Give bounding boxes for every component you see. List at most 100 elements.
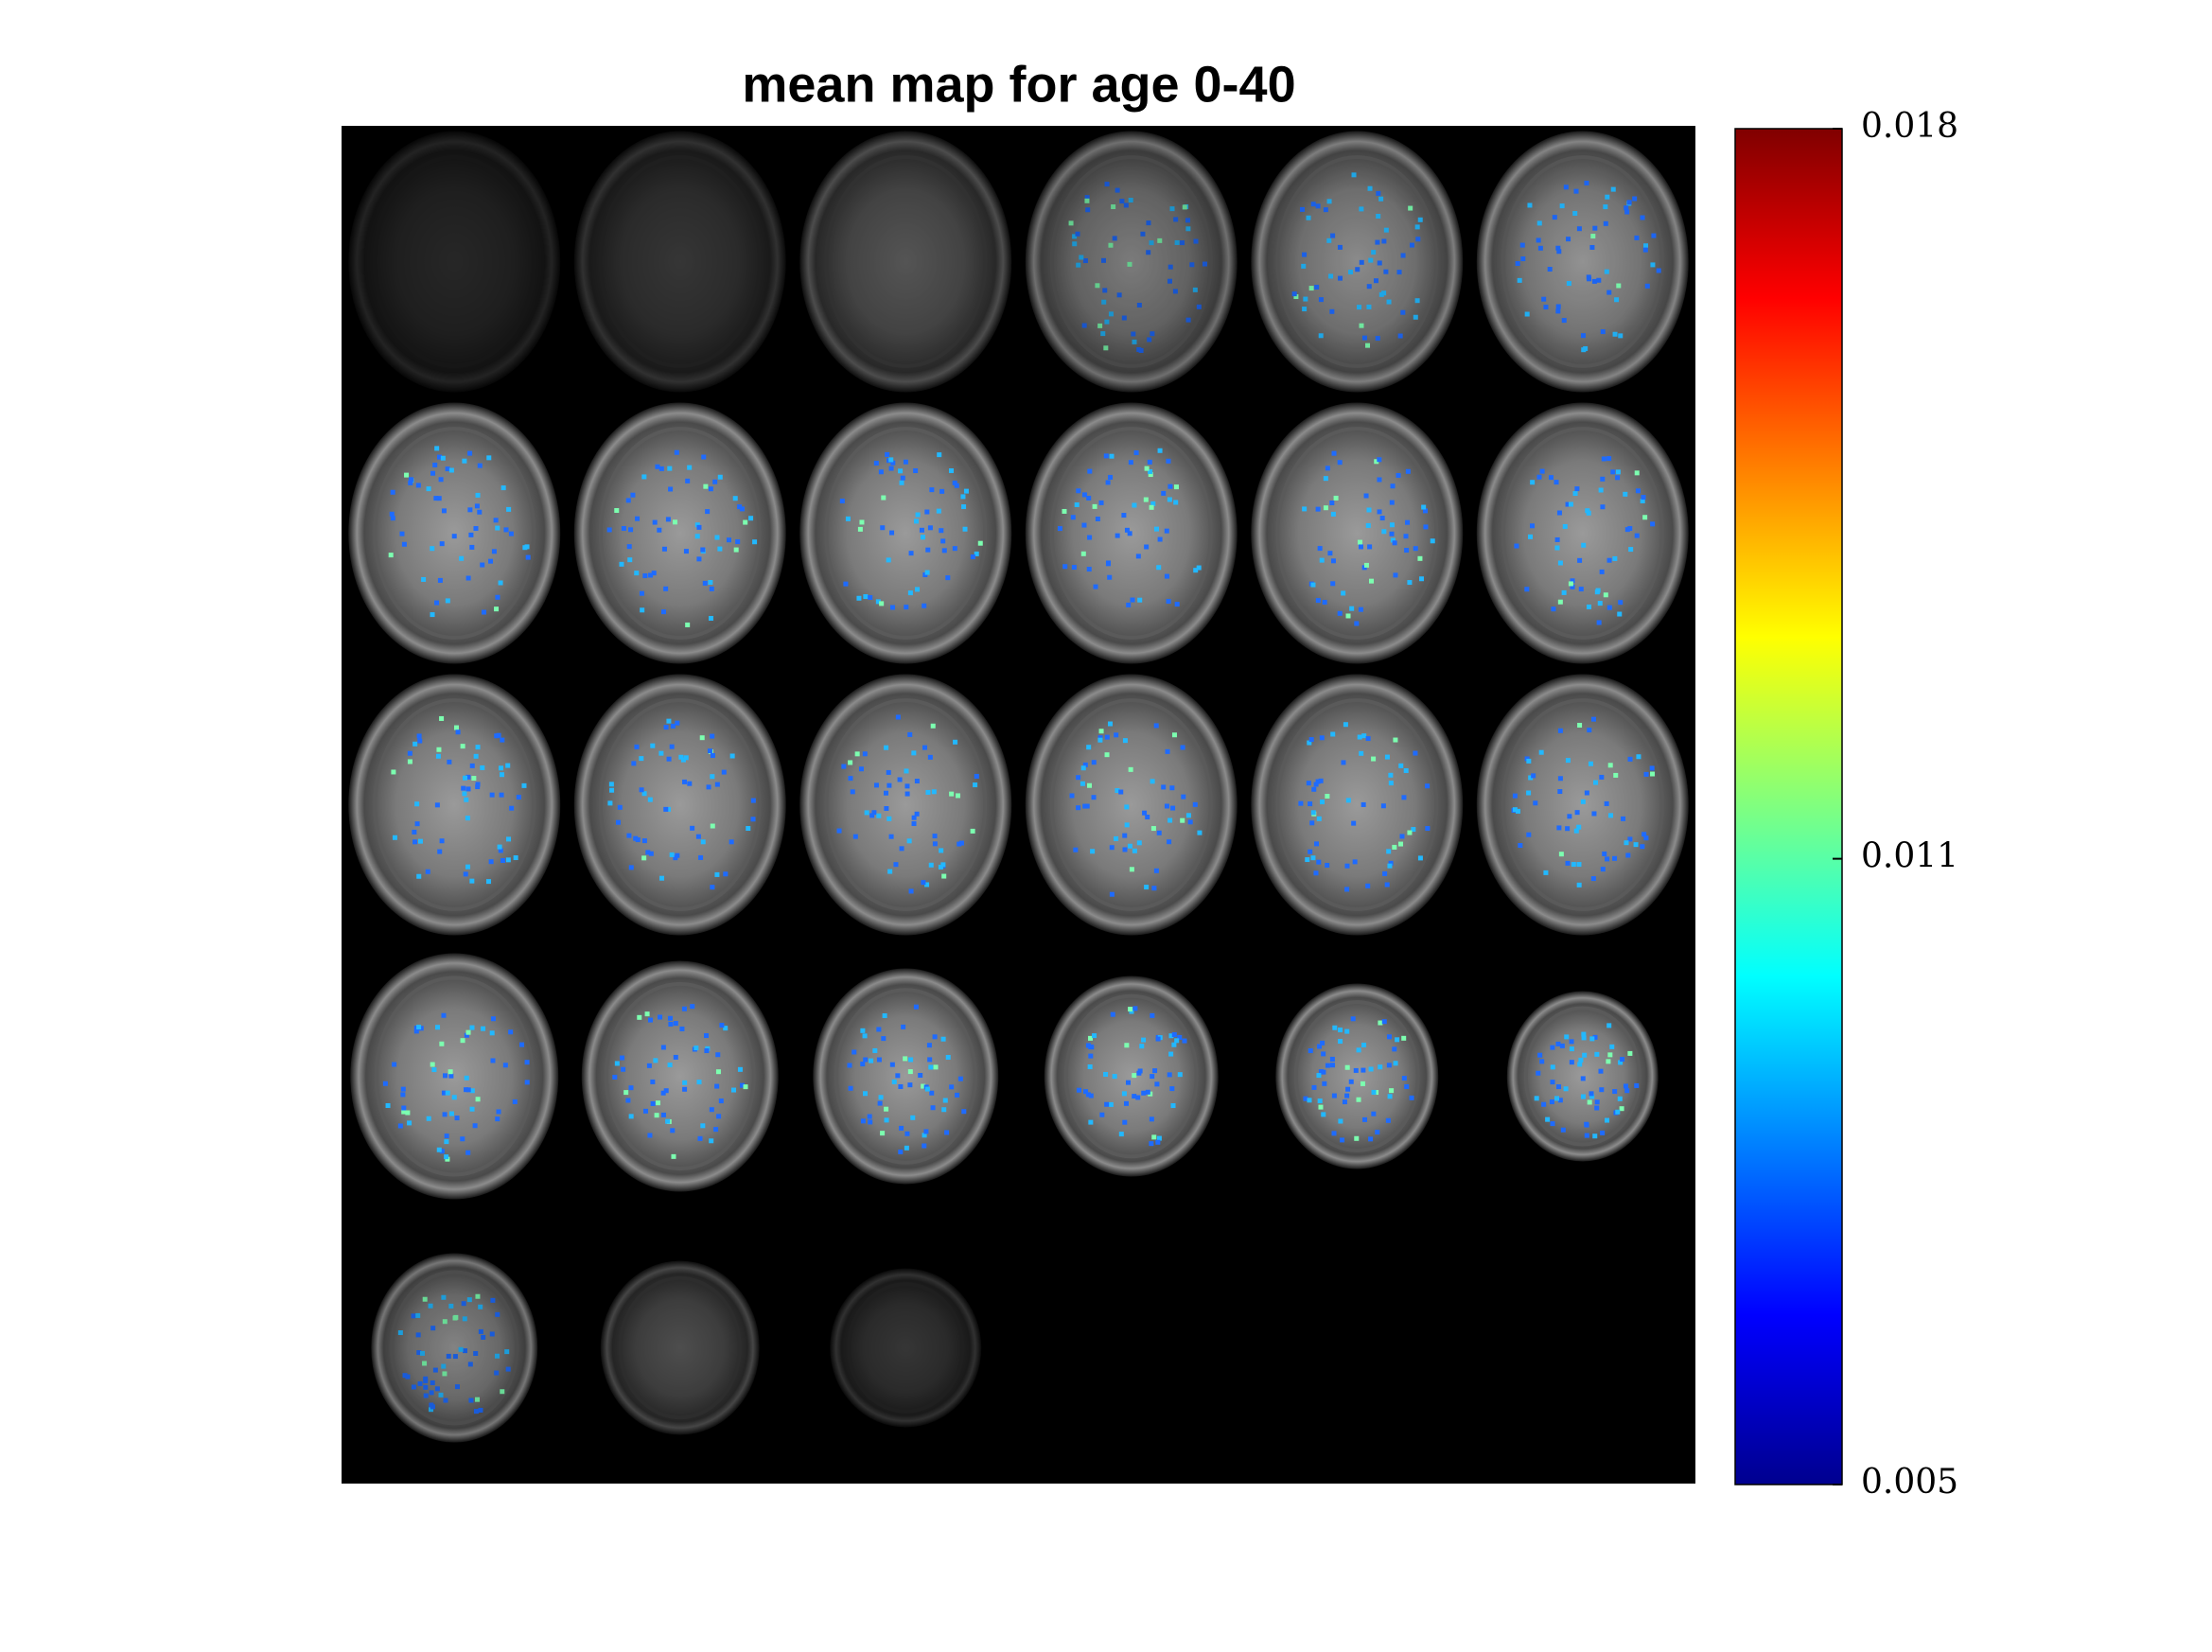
activation-speck	[425, 869, 430, 874]
activation-speck	[436, 1147, 442, 1152]
activation-speck	[1317, 1044, 1323, 1049]
activation-speck	[1104, 319, 1110, 325]
activation-speck	[1607, 763, 1613, 768]
activation-speck	[1621, 816, 1626, 821]
activation-speck	[932, 1034, 938, 1040]
activation-speck	[1153, 526, 1159, 532]
activation-speck	[465, 1087, 471, 1093]
activation-speck	[687, 781, 693, 786]
activation-speck	[1145, 1089, 1150, 1095]
activation-speck	[659, 875, 665, 881]
activation-speck	[416, 1350, 422, 1356]
activation-speck	[1161, 490, 1167, 496]
activation-speck	[1591, 811, 1597, 817]
activation-speck	[473, 1350, 479, 1356]
activation-speck	[1146, 250, 1151, 255]
activation-speck	[1423, 524, 1429, 530]
activation-speck	[434, 1386, 440, 1392]
activation-speck	[436, 496, 442, 501]
activation-speck	[432, 462, 438, 467]
activation-speck	[464, 1087, 469, 1093]
activation-speck	[1554, 1096, 1559, 1101]
activation-speck	[1614, 297, 1620, 303]
activation-speck	[1561, 589, 1567, 595]
activation-speck	[1375, 1130, 1380, 1135]
activation-speck	[922, 745, 928, 750]
activation-speck	[413, 1028, 419, 1034]
activation-speck	[1641, 832, 1647, 837]
activation-speck	[1344, 863, 1350, 869]
activation-speck	[1600, 504, 1606, 510]
activation-speck	[1193, 238, 1199, 244]
activation-speck	[1085, 207, 1091, 213]
brain-slice	[813, 968, 999, 1185]
activation-speck	[1405, 468, 1411, 474]
activation-speck	[1298, 800, 1304, 806]
activation-speck	[1313, 782, 1319, 787]
activation-speck	[707, 748, 712, 754]
activation-speck	[922, 1133, 927, 1138]
activation-speck	[1344, 1064, 1350, 1070]
activation-speck	[1307, 740, 1312, 746]
activation-speck	[1338, 1039, 1343, 1045]
activation-speck	[1329, 308, 1335, 314]
activation-speck	[889, 530, 895, 536]
activation-speck	[1519, 242, 1525, 248]
activation-speck	[408, 477, 413, 483]
activation-speck	[661, 609, 667, 615]
activation-speck	[897, 777, 903, 782]
activation-speck	[1403, 534, 1409, 539]
activation-speck	[1127, 843, 1132, 849]
activation-speck	[887, 869, 893, 874]
activation-speck	[923, 1129, 929, 1134]
activation-speck	[911, 815, 917, 820]
activation-speck	[1386, 849, 1392, 854]
activation-speck	[411, 1384, 416, 1390]
activation-speck	[1348, 1079, 1354, 1084]
activation-speck	[836, 828, 842, 834]
activation-speck	[1386, 299, 1392, 305]
activation-speck	[658, 750, 664, 756]
activation-speck	[1319, 557, 1325, 563]
activation-speck	[475, 782, 481, 787]
activation-speck	[640, 607, 645, 613]
activation-speck	[445, 466, 450, 472]
activation-speck	[1361, 335, 1367, 341]
activation-speck	[886, 557, 891, 563]
activation-speck	[1165, 748, 1170, 754]
activation-speck	[1123, 202, 1129, 208]
activation-speck	[895, 1073, 901, 1079]
activation-speck	[1594, 1099, 1600, 1105]
activation-speck	[1303, 1096, 1308, 1101]
activation-speck	[1568, 581, 1573, 587]
activation-speck	[494, 1353, 500, 1359]
activation-speck	[1636, 754, 1641, 760]
activation-speck	[1392, 844, 1397, 850]
activation-speck	[1315, 506, 1321, 512]
activation-speck	[1379, 516, 1385, 521]
activation-speck	[441, 1012, 447, 1018]
activation-speck	[440, 455, 446, 461]
activation-speck	[1357, 539, 1362, 545]
activation-speck	[627, 557, 633, 563]
activation-speck	[444, 1139, 449, 1145]
activation-speck	[721, 769, 727, 775]
activation-speck	[683, 755, 689, 761]
activation-speck	[1316, 1073, 1322, 1079]
activation-speck	[1310, 202, 1316, 207]
activation-speck	[1185, 317, 1191, 323]
slice-outline	[600, 1260, 760, 1435]
activation-speck	[1593, 780, 1599, 785]
activation-speck	[1550, 1121, 1555, 1127]
activation-speck	[1588, 761, 1593, 766]
activation-speck	[505, 857, 511, 863]
activation-speck	[1589, 1094, 1595, 1099]
activation-speck	[1173, 217, 1179, 222]
activation-speck	[1533, 800, 1538, 806]
activation-speck	[1128, 198, 1133, 203]
activation-speck	[907, 590, 913, 596]
activation-speck	[1526, 758, 1532, 764]
activation-speck	[900, 475, 905, 481]
activation-speck	[1087, 535, 1093, 540]
activation-speck	[1641, 495, 1646, 501]
